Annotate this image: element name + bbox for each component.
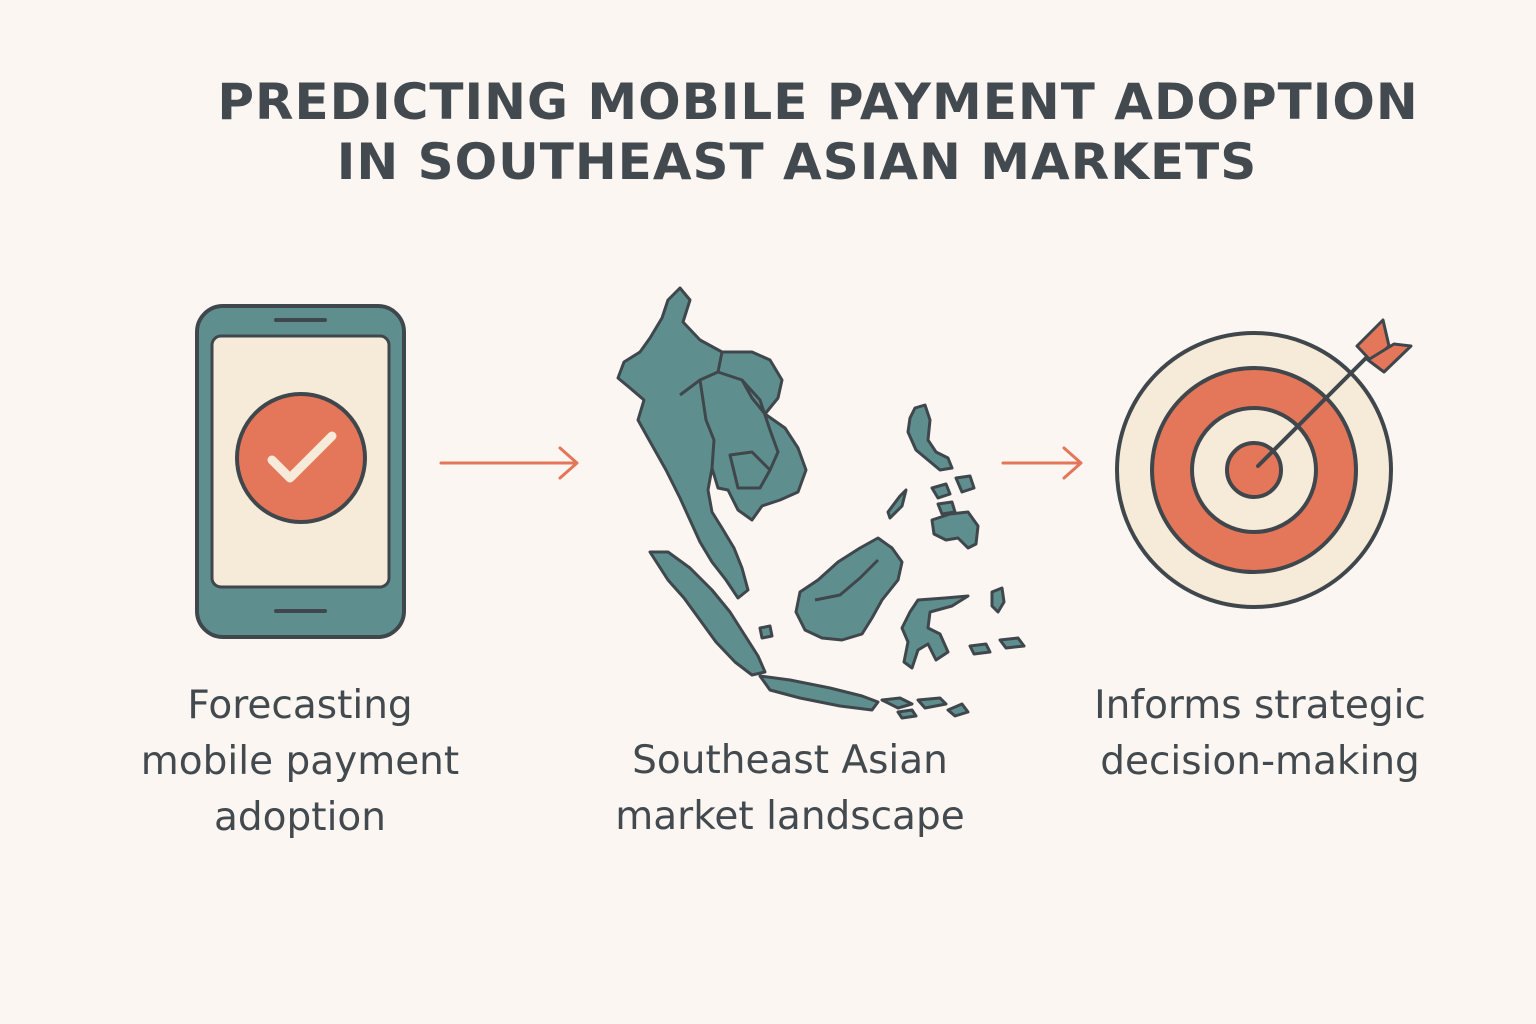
caption-line: market landscape: [615, 794, 965, 839]
caption-forecasting: Forecasting mobile payment adoption: [110, 678, 490, 846]
caption-line: mobile payment: [140, 739, 460, 784]
caption-line: Forecasting: [187, 683, 413, 728]
title-line-2: IN SOUTHEAST ASIAN MARKETS: [336, 133, 1258, 191]
caption-line: adoption: [214, 795, 386, 840]
caption-line: Informs strategic: [1094, 683, 1426, 728]
smartphone-checkmark-icon: [195, 304, 406, 639]
caption-line: decision-making: [1100, 739, 1420, 784]
flow-arrow-1-icon: [439, 446, 579, 480]
caption-line: Southeast Asian: [632, 738, 948, 783]
caption-market-landscape: Southeast Asian market landscape: [580, 733, 1000, 845]
caption-strategic-decision: Informs strategic decision-making: [1060, 678, 1460, 790]
page-title: PREDICTING MOBILE PAYMENT ADOPTION IN SO…: [0, 72, 1536, 192]
target-arrow-icon: [1115, 318, 1413, 609]
southeast-asia-map-icon: [616, 286, 1026, 720]
flow-arrow-2-icon: [1001, 446, 1083, 480]
title-line-1: PREDICTING MOBILE PAYMENT ADOPTION: [217, 73, 1419, 131]
